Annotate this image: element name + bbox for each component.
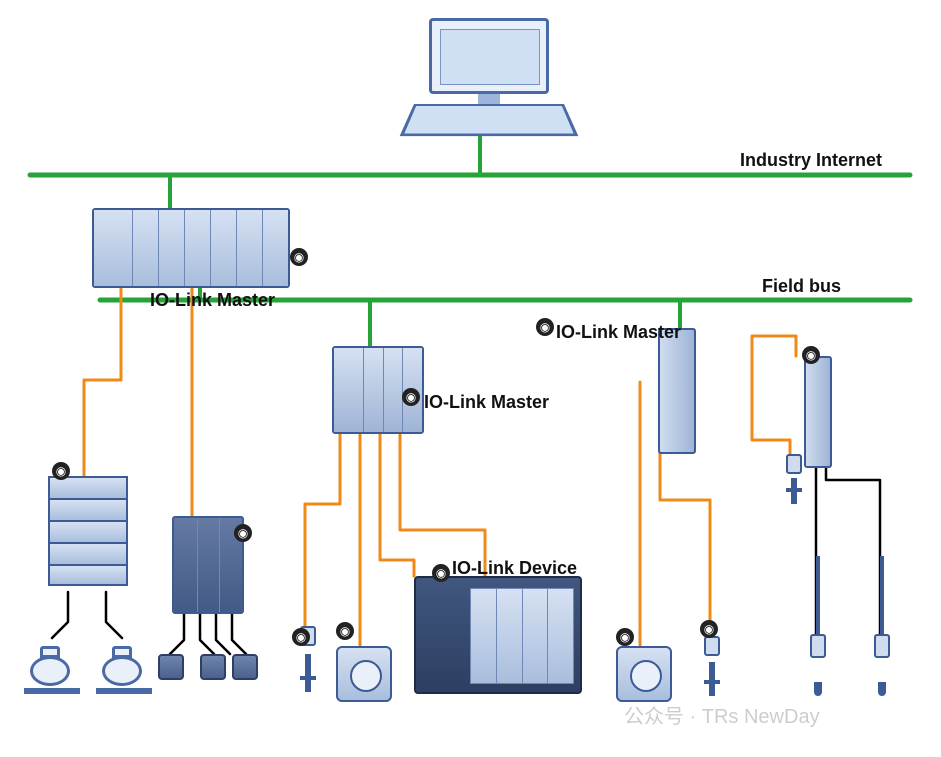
info-badge-icon: ◉ — [432, 564, 450, 582]
sensor-box-1 — [336, 646, 392, 702]
io-master-vertical — [658, 328, 696, 454]
io-module-far-right — [804, 356, 832, 468]
info-badge-icon: ◉ — [292, 628, 310, 646]
info-badge-icon: ◉ — [336, 622, 354, 640]
label-io-master-2: IO-Link Master — [424, 392, 549, 413]
info-badge-icon: ◉ — [234, 524, 252, 542]
info-badge-icon: ◉ — [802, 346, 820, 364]
motor-1 — [24, 646, 82, 694]
label-io-master-1: IO-Link Master — [150, 290, 275, 311]
actuator-cube-1 — [158, 654, 184, 680]
network-diagram: Industry Internet Field bus IO-Link Mast… — [0, 0, 941, 757]
label-io-device: IO-Link Device — [452, 558, 577, 579]
motor-2 — [96, 646, 154, 694]
info-badge-icon: ◉ — [290, 248, 308, 266]
plc-main-rack — [92, 208, 290, 288]
connector-plug-3 — [782, 454, 806, 504]
info-badge-icon: ◉ — [402, 388, 420, 406]
pc-workstation — [414, 18, 564, 138]
info-badge-icon: ◉ — [616, 628, 634, 646]
actuator-cube-3 — [232, 654, 258, 680]
sensor-box-2 — [616, 646, 672, 702]
io-link-device-hub — [414, 576, 582, 694]
probe-sensor-2 — [872, 556, 892, 696]
contactor-stack — [48, 476, 128, 586]
info-badge-icon: ◉ — [536, 318, 554, 336]
info-badge-icon: ◉ — [700, 620, 718, 638]
label-io-master-3: IO-Link Master — [556, 322, 681, 343]
probe-sensor-1 — [808, 556, 828, 696]
connector-plug-2 — [700, 636, 724, 696]
actuator-cube-2 — [200, 654, 226, 680]
info-badge-icon: ◉ — [52, 462, 70, 480]
label-field-bus: Field bus — [762, 276, 841, 297]
label-industry-internet: Industry Internet — [740, 150, 882, 171]
watermark-text: 公众号 · TRs NewDay — [624, 700, 820, 729]
